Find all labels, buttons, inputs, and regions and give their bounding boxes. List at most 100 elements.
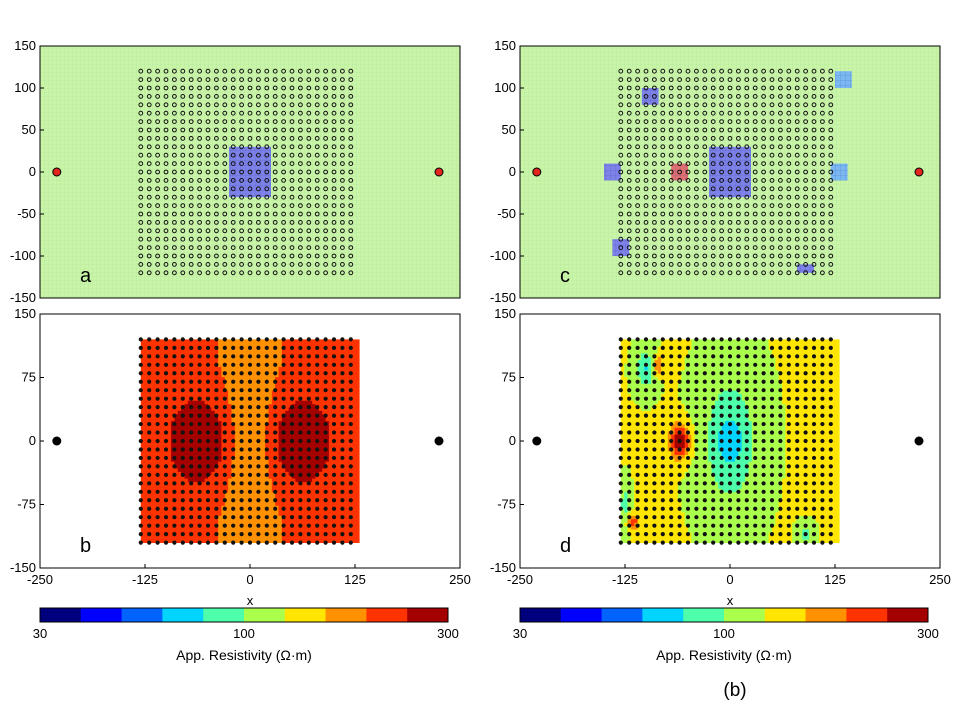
field-cell (167, 461, 172, 466)
field-cell (187, 349, 192, 354)
receiver-dot (197, 169, 203, 175)
field-cell (154, 369, 158, 374)
source-electrode (52, 167, 62, 177)
field-cell (281, 410, 286, 415)
field-cell (140, 420, 145, 425)
field-cell (261, 474, 266, 479)
field-cell (275, 434, 279, 439)
field-cell (228, 529, 232, 533)
field-cell (154, 491, 158, 496)
field-cell (187, 535, 192, 540)
field-cell (181, 383, 185, 388)
field-cell (312, 447, 316, 452)
field-cell (312, 437, 316, 442)
receiver-dot (222, 102, 228, 108)
field-cell (191, 491, 195, 496)
field-cell (187, 393, 192, 398)
receiver-dot (138, 396, 143, 401)
receiver-dot (264, 438, 269, 444)
receiver-dot (222, 354, 227, 359)
field-cell (251, 522, 256, 527)
field-cell (295, 535, 300, 540)
field-cell (288, 373, 293, 378)
receiver-dot (264, 354, 269, 359)
receiver-dot (189, 447, 194, 452)
field-cell (328, 369, 333, 374)
receiver-dot (146, 85, 152, 91)
field-cell (208, 369, 212, 374)
field-cell (335, 363, 340, 367)
receiver-dot (264, 102, 270, 108)
field-cell (184, 437, 189, 442)
field-cell (244, 478, 249, 483)
field-cell (332, 444, 337, 449)
field-cell (335, 410, 340, 415)
field-cell (244, 468, 249, 472)
receiver-dot (222, 270, 228, 276)
field-cell (278, 380, 283, 384)
field-cell (231, 529, 236, 533)
field-cell (228, 349, 232, 354)
field-cell (150, 498, 155, 503)
field-cell (231, 495, 236, 499)
field-cell (211, 400, 216, 405)
field-cell (285, 474, 290, 479)
receiver-dot (138, 194, 144, 200)
field-cell (261, 495, 266, 499)
field-cell (244, 491, 249, 496)
field-cell (224, 349, 229, 354)
receiver-dot (214, 220, 219, 225)
field-cell (154, 522, 158, 527)
field-cell (261, 373, 266, 378)
receiver-dot (314, 102, 320, 108)
receiver-dot (264, 515, 269, 520)
field-cell (268, 464, 273, 469)
field-cell (305, 386, 310, 391)
field-cell (318, 417, 323, 422)
receiver-dot (281, 68, 287, 74)
receiver-dot (273, 472, 278, 477)
field-cell (339, 383, 343, 388)
receiver-dot (214, 371, 219, 376)
field-cell (258, 366, 263, 371)
field-cell (218, 478, 222, 483)
field-cell (218, 413, 222, 418)
field-cell (345, 539, 350, 543)
receiver-dot (272, 262, 278, 267)
field-cell (288, 451, 293, 455)
field-cell (150, 434, 155, 439)
receiver-dot (222, 136, 228, 141)
field-cell (271, 400, 276, 405)
field-cell (160, 495, 165, 499)
field-cell (224, 441, 229, 445)
field-cell (228, 522, 232, 527)
field-cell (221, 352, 226, 357)
field-cell (292, 383, 296, 388)
field-cell (312, 525, 316, 530)
field-cell (308, 444, 313, 449)
field-cell (335, 454, 340, 459)
field-cell (302, 430, 306, 435)
field-cell (144, 508, 148, 513)
field-cell (278, 495, 283, 499)
receiver-dot (214, 110, 219, 116)
field-cell (144, 403, 148, 408)
receiver-dot (256, 438, 261, 444)
field-cell (295, 498, 300, 503)
field-cell (194, 539, 199, 543)
field-cell (211, 454, 216, 459)
field-cell (349, 451, 353, 455)
field-cell (288, 359, 293, 364)
field-cell (208, 488, 212, 493)
field-cell (335, 346, 340, 350)
field-cell (271, 383, 276, 388)
field-cell (305, 434, 310, 439)
field-cell (177, 447, 182, 452)
field-cell (160, 407, 165, 411)
field-cell (295, 369, 300, 374)
field-cell (339, 407, 343, 411)
receiver-dot (281, 161, 287, 167)
field-cell (224, 434, 229, 439)
field-cell (157, 518, 162, 523)
receiver-dot (340, 220, 345, 225)
